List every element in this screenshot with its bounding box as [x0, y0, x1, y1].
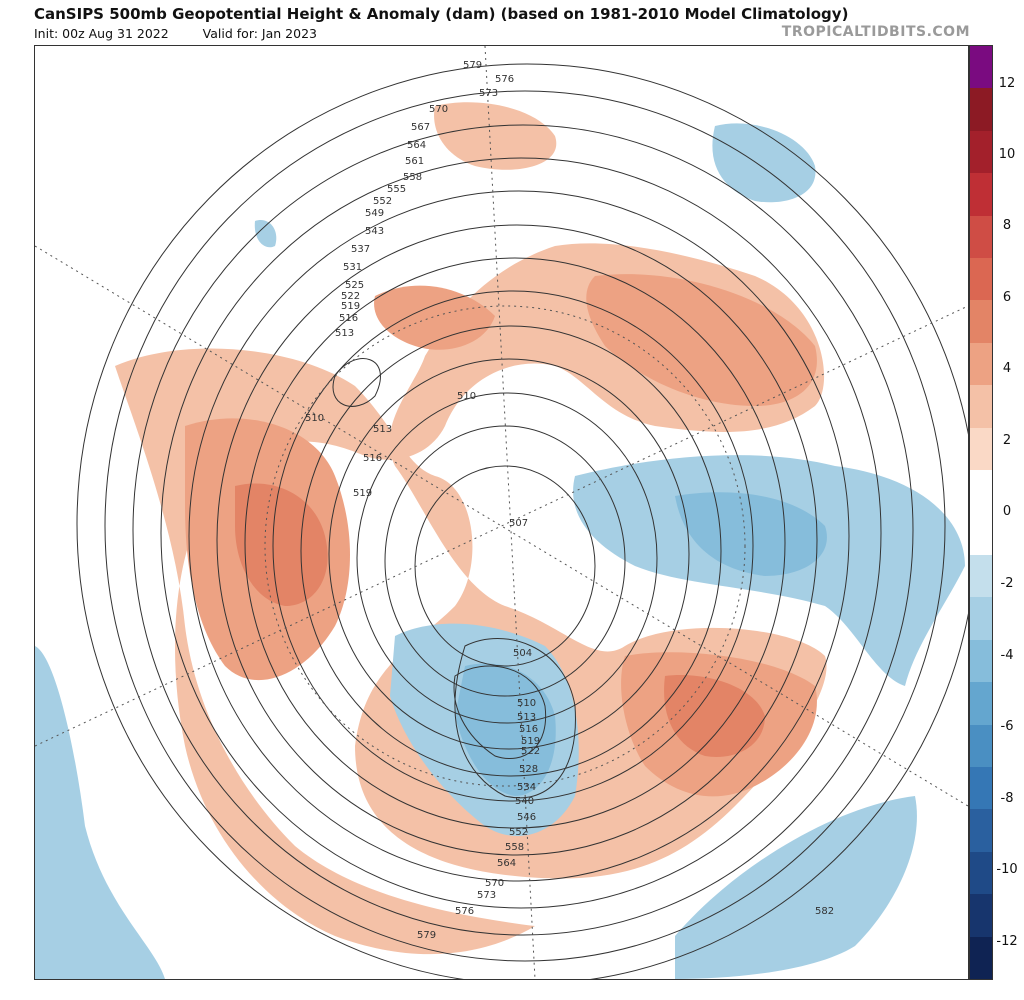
contour-label: 552	[373, 196, 392, 207]
chart-title: CanSIPS 500mb Geopotential Height & Anom…	[34, 5, 849, 23]
contour-label: 531	[343, 262, 362, 273]
contour-label: 552	[509, 827, 528, 838]
contour-label: 570	[429, 104, 448, 115]
colorbar-tick: 4	[1002, 361, 1012, 376]
colorbar-bin	[970, 809, 992, 853]
colorbar-bin	[970, 766, 992, 810]
colorbar-tick: -6	[1000, 719, 1014, 734]
init-time: Init: 00z Aug 31 2022	[34, 26, 169, 41]
contour-label: 579	[463, 60, 482, 71]
anomaly-fill-warm	[115, 102, 827, 955]
contour-label: 582	[815, 906, 834, 917]
contour-label: 522	[341, 291, 360, 302]
contour-label: 534	[517, 782, 536, 793]
colorbar-bin	[970, 597, 992, 641]
contour-label: 567	[411, 122, 430, 133]
contour-label: 510	[305, 413, 324, 424]
contour-label: 546	[517, 812, 536, 823]
contour-label: 576	[455, 906, 474, 917]
colorbar-tick: -2	[1000, 576, 1014, 591]
colorbar-tick: 10	[998, 147, 1016, 162]
colorbar-bin	[970, 173, 992, 217]
contour-label: 507	[509, 518, 528, 529]
contour-label: 558	[403, 172, 422, 183]
contour-label: 573	[477, 890, 496, 901]
contour-label: 519	[341, 301, 360, 312]
contour-label: 516	[519, 724, 538, 735]
contour-label: 573	[479, 88, 498, 99]
contour-label: 519	[353, 488, 372, 499]
colorbar-bin	[970, 88, 992, 132]
contour-label: 540	[515, 796, 534, 807]
contour-label: 564	[497, 858, 516, 869]
contour-label: 555	[387, 184, 406, 195]
map-svg: 579 576 573 570 567 564 561 558 555 552 …	[35, 46, 968, 979]
contour-label: 543	[365, 226, 384, 237]
contour-label: 516	[339, 313, 358, 324]
contour-label: 537	[351, 244, 370, 255]
colorbar-tick: 2	[1002, 433, 1012, 448]
colorbar-tick: -8	[1000, 791, 1014, 806]
colorbar-tick: 0	[1002, 504, 1012, 519]
colorbar-bin	[970, 894, 992, 938]
contour-label: 510	[457, 391, 476, 402]
colorbar-bin	[970, 851, 992, 895]
colorbar-bin	[970, 682, 992, 726]
contour-label: 570	[485, 878, 504, 889]
colorbar-bin	[970, 46, 992, 89]
contour-label: 558	[505, 842, 524, 853]
height-contours	[76, 63, 968, 979]
colorbar-bin	[970, 258, 992, 301]
contour-label: 513	[335, 328, 354, 339]
contour-label: 576	[495, 74, 514, 85]
colorbar-tick: -12	[996, 934, 1018, 949]
colorbar-tick: -4	[1000, 648, 1014, 663]
contour-label: 513	[517, 712, 536, 723]
colorbar-tick: 8	[1002, 218, 1012, 233]
contour-label: 504	[513, 648, 532, 659]
colorbar-bin	[970, 427, 992, 471]
colorbar-bin	[970, 512, 992, 556]
contour-label: 561	[405, 156, 424, 167]
colorbar-bin	[970, 724, 992, 768]
contour-label: 510	[517, 698, 536, 709]
graticule	[35, 46, 968, 979]
contour-label: 522	[521, 746, 540, 757]
colorbar-bin	[970, 554, 992, 598]
contour-label: 513	[373, 424, 392, 435]
polar-map: 579 576 573 570 567 564 561 558 555 552 …	[34, 45, 969, 980]
colorbar-tick: 6	[1002, 290, 1012, 305]
colorbar-bin	[970, 130, 992, 174]
colorbar-tick: -10	[996, 862, 1018, 877]
colorbar	[969, 45, 993, 980]
colorbar-bin	[970, 215, 992, 259]
valid-time: Valid for: Jan 2023	[202, 26, 317, 41]
anomaly-fill-cool	[35, 123, 965, 979]
contour-label: 564	[407, 140, 426, 151]
colorbar-bin	[970, 470, 992, 513]
contour-label: 549	[365, 208, 384, 219]
colorbar-bin	[970, 300, 992, 344]
subtitle: Init: 00z Aug 31 2022 Valid for: Jan 202…	[34, 26, 317, 41]
contour-label: 579	[417, 930, 436, 941]
colorbar-bin	[970, 936, 992, 980]
colorbar-bin	[970, 385, 992, 429]
contour-label: 516	[363, 453, 382, 464]
colorbar-bin	[970, 342, 992, 386]
contour-label-group: 579 576 573 570 567 564 561 558 555 552 …	[305, 60, 834, 941]
colorbar-tick: 12	[998, 76, 1016, 91]
contour-label: 525	[345, 280, 364, 291]
site-brand[interactable]: TROPICALTIDBITS.COM	[781, 24, 970, 40]
contour-label: 528	[519, 764, 538, 775]
contour-label: 519	[521, 736, 540, 747]
colorbar-bin	[970, 639, 992, 683]
